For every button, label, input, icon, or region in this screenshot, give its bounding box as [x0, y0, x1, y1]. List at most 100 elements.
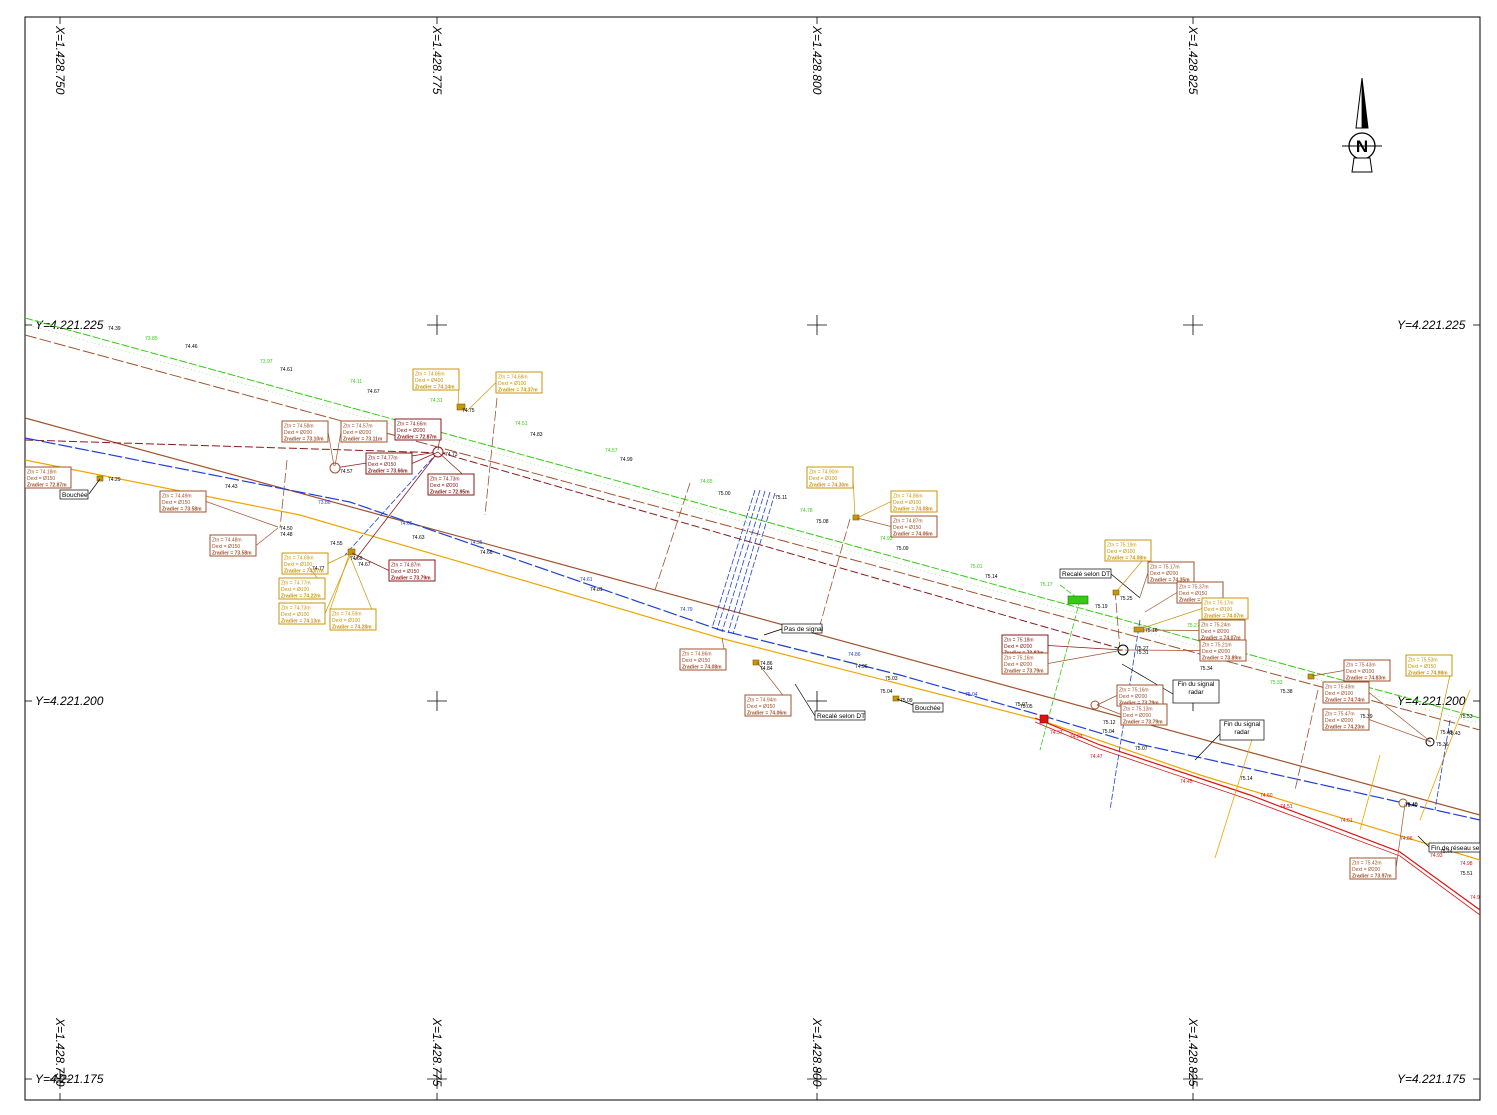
- label-line: Dext = Ø150: [368, 462, 396, 468]
- north-arrow-label: N: [1356, 137, 1368, 156]
- label-line: Dext = Ø200: [430, 483, 458, 489]
- label-line: Ztn = 74.86m: [893, 494, 923, 500]
- label-line: Zradier = 74.23m: [1325, 725, 1365, 731]
- leader-line: [1142, 629, 1200, 631]
- leader-line: [327, 431, 335, 467]
- spot-height: 74.48: [280, 532, 293, 538]
- y-label-left-1: Y=4.221.225: [35, 318, 104, 332]
- label-line: Ztn = 74.77m: [281, 581, 311, 587]
- spot-height: 75.08: [816, 519, 829, 525]
- spot-height: 74.86: [760, 661, 773, 667]
- label-line: Dext = Ø200: [1119, 694, 1147, 700]
- note-recale-1: Recalé selon DT: [794, 683, 866, 721]
- spot-height: 74.11: [350, 379, 362, 385]
- label-box: [744, 694, 792, 717]
- x-label-bottom-2: X=1.428.775: [430, 1017, 444, 1087]
- note-fin-reseau-text: Fin de réseau se: [1431, 845, 1480, 852]
- label-line: Ztn = 75.13m: [1123, 707, 1153, 713]
- spot-height: 75.27: [1136, 646, 1149, 652]
- x-label-bottom-1: X=1.428.750: [53, 1017, 67, 1087]
- spot-height: 74.77: [312, 566, 325, 572]
- spot-height: 74.47: [1090, 754, 1103, 760]
- spot-height: 75.03: [885, 676, 898, 682]
- label-box: [495, 371, 543, 394]
- x-label-top-4: X=1.428.825: [1186, 25, 1200, 95]
- label-line: Dext = Ø150: [212, 544, 240, 550]
- spot-height: 75.11: [775, 495, 787, 501]
- label-line: Zradier = 73.79m: [1004, 669, 1044, 675]
- note-fin-reseau: Fin de réseau se: [1417, 835, 1481, 853]
- spot-height: 74.99: [620, 457, 633, 463]
- leader-line: [205, 501, 279, 528]
- spot-height: 73.85: [145, 336, 158, 342]
- label-line: Zradier = 74.07m: [284, 569, 324, 575]
- label-line: Zradier = 74.79m: [1179, 598, 1219, 604]
- label-line: Ztn = 75.16m: [1004, 656, 1034, 662]
- note-pas-de-signal: Pas de signal: [763, 623, 824, 636]
- label-box: [1001, 652, 1049, 675]
- green-road-line: [25, 317, 1480, 719]
- red-electric-line-2: [1034, 721, 1480, 916]
- label-line: Dext = Ø200: [1352, 867, 1380, 873]
- leader-line: [1047, 649, 1124, 664]
- spot-height: 75.43: [1440, 730, 1453, 736]
- spot-height: 74.57: [605, 448, 618, 454]
- grid-labels: X=1.428.750 X=1.428.775 X=1.428.800 X=1.…: [35, 25, 1466, 1087]
- spot-height: 75.34: [1200, 666, 1213, 672]
- spot-height: 74.67: [358, 562, 371, 568]
- label-line: Dext = Ø100: [1325, 691, 1353, 697]
- label-line: Ztn = 74.73m: [430, 477, 460, 483]
- spot-height: 74.61: [280, 367, 293, 373]
- label-line: Ztn = 74.18m: [27, 470, 57, 476]
- blue-water-line: [25, 437, 1480, 821]
- label-line: Ztn = 74.87m: [893, 519, 923, 525]
- label-line: Dext = Ø150: [1408, 664, 1436, 670]
- label-line: Zradier = 73.89m: [1202, 656, 1242, 662]
- leader-line: [255, 527, 279, 546]
- spot-height: 74.55: [330, 541, 343, 547]
- label-box: [1199, 639, 1247, 662]
- x-label-top-3: X=1.428.800: [810, 25, 824, 95]
- label-line: Zradier = 74.83m: [1346, 676, 1386, 682]
- label-box: [1104, 539, 1152, 562]
- label-box: [1120, 703, 1168, 726]
- label-line: Dext = Ø400: [415, 378, 443, 384]
- spot-height: 75.36: [1436, 742, 1449, 748]
- notes: Bouchée Bouchée Pas de signal Recalé sel…: [59, 478, 1481, 853]
- label-line: Dext = Ø150: [682, 658, 710, 664]
- grid-crosses: [50, 315, 1203, 1089]
- label-line: Zradier = 74.74m: [1325, 698, 1365, 704]
- spot-height: 73.97: [260, 359, 273, 365]
- spot-height: 74.79: [680, 607, 693, 613]
- note-fin-signal-2: Fin du signal radar: [1194, 719, 1265, 761]
- label-line: Zradier = 74.06m: [893, 532, 933, 538]
- orange-gas-line: [25, 459, 1480, 861]
- x-label-top-1: X=1.428.750: [53, 25, 67, 95]
- spot-height: 75.40: [1405, 802, 1418, 808]
- label-box: [159, 490, 207, 513]
- label-box: [1349, 857, 1397, 880]
- note-bouchee-2: Bouchée: [896, 698, 944, 713]
- label-line: Dext = Ø100: [281, 612, 309, 618]
- label-line: Dext = Ø150: [893, 525, 921, 531]
- spot-height: 74.45: [1180, 779, 1193, 785]
- label-line: Zradier = 74.28m: [332, 625, 372, 631]
- leader-line: [1395, 803, 1406, 869]
- x-label-bottom-4: X=1.428.825: [1186, 1017, 1200, 1087]
- label-line: Dext = Ø100: [893, 500, 921, 506]
